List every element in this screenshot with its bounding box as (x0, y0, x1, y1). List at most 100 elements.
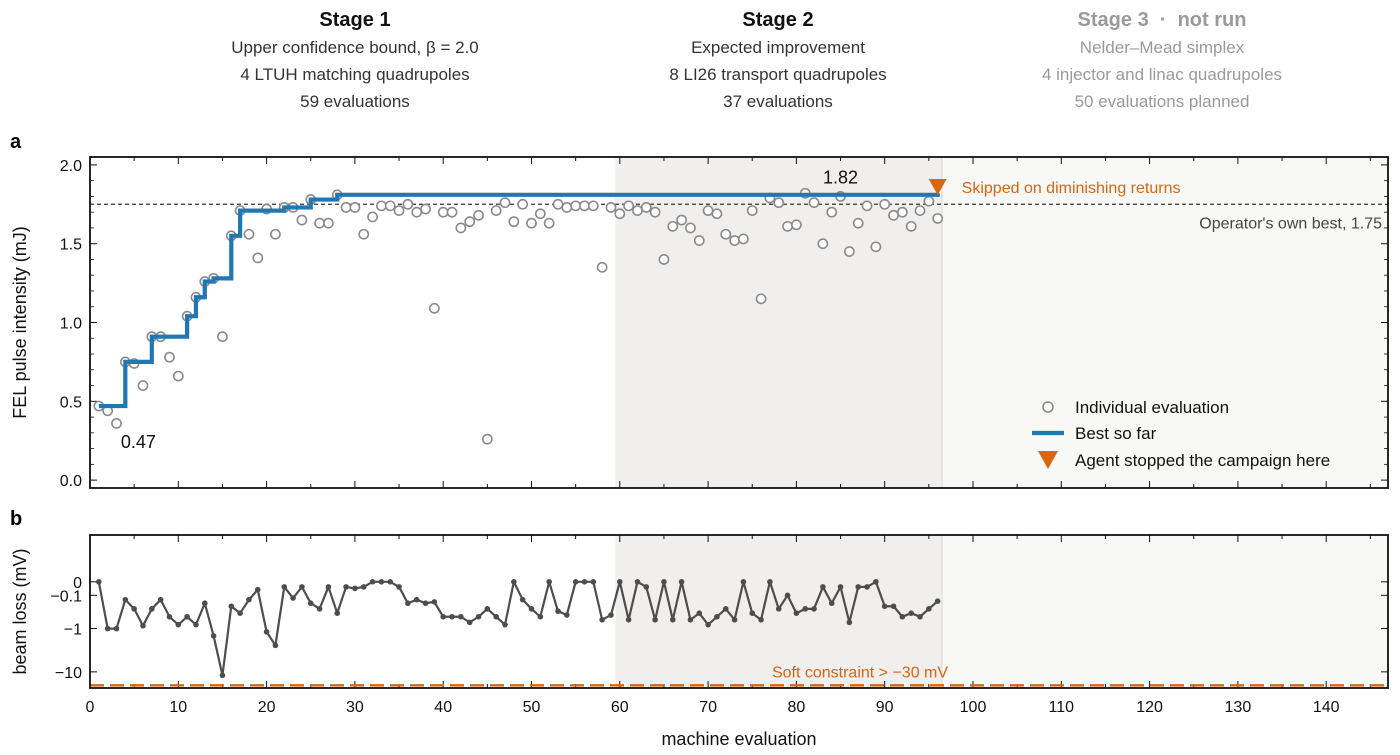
beam-loss-point (431, 599, 438, 605)
beam-loss-point (687, 616, 694, 623)
stage-2-method: Expected improvement (691, 38, 865, 57)
evaluation-point (437, 206, 449, 218)
evaluation-point (738, 233, 749, 245)
beam-loss-point (96, 578, 102, 585)
beam-loss-point (219, 672, 226, 679)
evaluation-point (755, 293, 767, 305)
stage-1-header: Stage 1 Upper confidence bound, β = 2.0 … (145, 6, 565, 115)
stage-1-evaluations: 59 evaluations (300, 92, 410, 111)
beam-loss-point (458, 613, 464, 620)
beam-loss-point (616, 578, 623, 585)
evaluation-point (826, 206, 838, 218)
beam-loss-point (908, 610, 914, 617)
panel-a-region-2 (942, 157, 1388, 488)
x-tick-label: 120 (1136, 699, 1163, 716)
beam-loss-point (749, 610, 756, 617)
beam-loss-point (272, 642, 279, 649)
evaluation-point (658, 254, 670, 265)
start-value-label: 0.47 (121, 432, 156, 452)
beam-loss-point (290, 595, 296, 601)
x-tick-label: 90 (876, 699, 894, 716)
evaluation-point (729, 235, 740, 246)
evaluation-point (517, 198, 529, 210)
beam-loss-point (325, 584, 332, 590)
stage-1-title: Stage 1 (319, 9, 391, 31)
beam-loss-point (281, 584, 288, 590)
legend-points-swatch (1042, 401, 1054, 413)
panel-a: 0.0 0.5 1.0 1.5 2.0 FEL pulse intensity (mJ) O… (10, 156, 1389, 490)
evaluation-point (172, 370, 184, 382)
stage-3-method: Nelder–Mead simplex (1079, 38, 1245, 57)
stage-2-knobs: 8 LI26 transport quadrupoles (669, 65, 887, 84)
legend-points-label: Individual evaluation (1075, 398, 1229, 417)
best-so-far-line (98, 192, 940, 409)
beam-loss-point (740, 578, 747, 585)
evaluation-point (411, 206, 423, 218)
evaluation-point (879, 198, 891, 210)
beam-loss-point (422, 600, 429, 607)
beam-loss-point (413, 596, 420, 603)
beam-loss-point (449, 613, 455, 620)
beam-loss-point (201, 600, 208, 607)
beam-loss-point (316, 606, 323, 612)
legend-best-label: Best so far (1075, 424, 1157, 443)
beam-loss-point (511, 578, 517, 585)
beam-loss-point (722, 606, 729, 612)
evaluation-point (420, 203, 431, 215)
evaluation-point (896, 206, 908, 218)
panel-b-y-tick-label: −0.1 (50, 588, 82, 605)
panel-b: 0−0.1−1−100 10 20 30 40 50 60 70 80 90 100 110 120 13… (10, 534, 1389, 749)
stage-1-knobs: 4 LTUH matching quadrupoles (240, 65, 470, 84)
evaluation-point (667, 220, 679, 232)
beam-loss-point (246, 596, 252, 603)
x-tick-label: 130 (1225, 699, 1252, 716)
evaluation-point (685, 222, 696, 234)
evaluation-point (914, 205, 926, 216)
evaluation-point (243, 228, 255, 240)
beam-loss-point (881, 603, 888, 610)
evaluation-point (932, 213, 944, 224)
beam-loss-point (157, 596, 164, 603)
beam-loss-point (926, 606, 932, 612)
evaluation-point (711, 208, 723, 220)
beam-loss-point (634, 578, 641, 585)
evaluation-point (164, 351, 175, 363)
evaluation-point (649, 206, 661, 218)
evaluation-point (137, 380, 149, 391)
evaluation-point (296, 214, 308, 226)
beam-loss-point (440, 613, 446, 620)
beam-loss-point (793, 610, 800, 617)
beam-loss-point (678, 578, 685, 585)
evaluation-point (402, 198, 414, 210)
x-tick-label: 10 (169, 699, 187, 716)
beam-loss-point (387, 578, 394, 585)
panel-b-y-tick-label: −1 (64, 622, 82, 639)
evaluation-point (693, 235, 705, 246)
evaluation-point (499, 197, 511, 209)
panel-b-y-tick-label: −10 (55, 665, 82, 682)
evaluation-point (808, 197, 820, 209)
beam-loss-point (837, 584, 844, 590)
evaluation-point (375, 200, 387, 212)
evaluation-point (861, 200, 873, 212)
evaluation-point (446, 206, 458, 218)
stage-2-header: Stage 2 Expected improvement 8 LI26 tran… (568, 6, 988, 115)
evaluation-point (314, 217, 325, 229)
evaluation-point (340, 202, 352, 213)
beam-loss-point (140, 622, 146, 629)
beam-loss-point (237, 610, 243, 617)
evaluation-point (508, 216, 520, 228)
stage-2-title: Stage 2 (742, 9, 814, 31)
beam-loss-point (590, 578, 597, 585)
beam-loss-point (775, 606, 782, 612)
evaluation-point (746, 205, 758, 216)
evaluation-point (393, 205, 405, 216)
beam-loss-point (855, 584, 862, 590)
stage-3-title: Stage 3 · not run (1077, 9, 1247, 31)
panel-b-y-axis-label: beam loss (mV) (10, 548, 30, 674)
evaluation-point (676, 214, 688, 226)
evaluation-point (720, 228, 732, 240)
x-axis-label: machine evaluation (661, 729, 816, 749)
beam-loss-point (899, 613, 906, 620)
beam-loss-point (608, 612, 614, 618)
